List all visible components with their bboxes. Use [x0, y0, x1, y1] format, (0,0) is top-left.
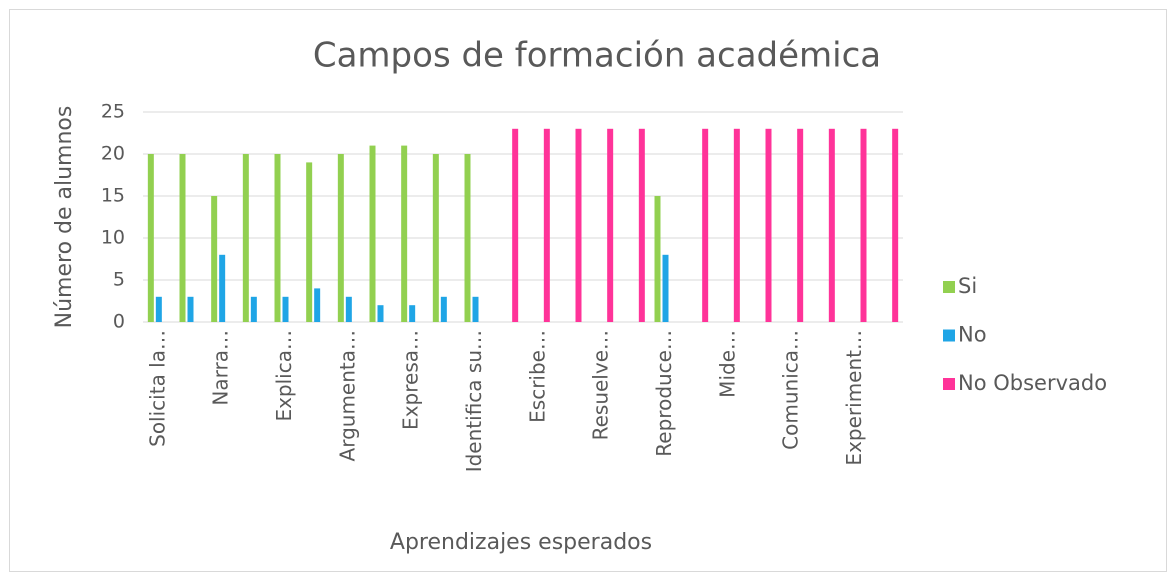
bar: [219, 254, 226, 322]
bar: [337, 154, 344, 322]
x-tick-label: Expresa…: [399, 330, 423, 430]
x-tick-label: Solicita la…: [145, 330, 169, 447]
bar: [369, 145, 376, 322]
bar: [662, 254, 669, 322]
bar: [274, 154, 281, 322]
chart-title: Campos de formación académica: [313, 36, 881, 76]
bar: [211, 196, 218, 322]
bar: [314, 288, 321, 322]
bar: [464, 154, 471, 322]
bar: [155, 296, 162, 322]
bar: [432, 154, 439, 322]
x-tick-label: Comunica…: [779, 330, 803, 450]
legend-label: Si: [958, 274, 977, 298]
bar: [409, 305, 416, 322]
legend-label: No: [958, 323, 987, 347]
bar: [401, 145, 408, 322]
bar: [797, 128, 804, 322]
bar: [187, 296, 194, 322]
y-tick-label: 5: [113, 269, 125, 291]
y-tick-label: 0: [113, 311, 125, 333]
x-tick-label: Resuelve…: [589, 330, 613, 440]
bar: [543, 128, 550, 322]
y-tick-label: 20: [101, 143, 125, 165]
x-axis-title: Aprendizajes esperados: [390, 530, 652, 555]
y-axis-title: Número de alumnos: [52, 106, 77, 329]
chart-frame: [9, 9, 1167, 572]
bar: [179, 154, 186, 322]
bar: [654, 196, 661, 322]
bar: [377, 305, 384, 322]
x-tick-label: Mide…: [715, 330, 739, 398]
bar: [250, 296, 257, 322]
y-tick-label: 10: [101, 227, 125, 249]
y-tick-label: 15: [101, 185, 125, 207]
x-tick-label: Reproduce…: [652, 330, 676, 457]
bar: [345, 296, 352, 322]
bar: [638, 128, 645, 322]
bar: [765, 128, 772, 322]
bar: [512, 128, 519, 322]
x-tick-label: Escribe…: [525, 330, 549, 423]
x-tick-label: Argumenta…: [335, 330, 359, 461]
legend-swatch: [943, 329, 955, 342]
bar: [147, 154, 154, 322]
x-tick-label: Identifica su…: [462, 330, 486, 472]
x-tick-label: Explica…: [272, 330, 296, 422]
bar: [242, 154, 249, 322]
bar: [828, 128, 835, 322]
legend-swatch: [943, 281, 955, 293]
bar: [892, 128, 899, 322]
bar: [733, 128, 740, 322]
x-tick-label: Narra…: [209, 330, 233, 406]
x-tick-label: Experiment…: [842, 330, 866, 466]
bar: [702, 128, 709, 322]
bar: [607, 128, 614, 322]
legend-label: No Observado: [958, 371, 1107, 395]
bar: [440, 296, 447, 322]
bar: [575, 128, 582, 322]
bar: [472, 296, 479, 322]
bar: [860, 128, 867, 322]
legend-swatch: [943, 378, 955, 390]
y-tick-label: 25: [101, 101, 125, 123]
bar: [306, 162, 313, 322]
bar: [282, 296, 289, 322]
